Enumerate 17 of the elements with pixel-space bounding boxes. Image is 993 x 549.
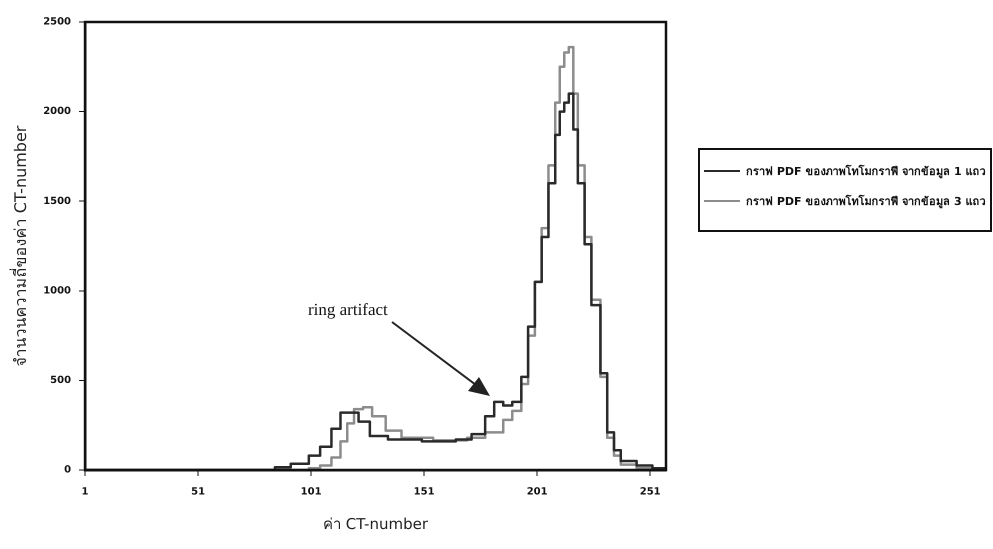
y-tick-label: 1500 — [43, 196, 72, 207]
y-tick-label: 1000 — [43, 285, 72, 296]
x-tick-label: 151 — [414, 486, 435, 498]
annotation: ring artifact — [308, 300, 388, 320]
x-axis-title: ค่า CT-number — [323, 514, 429, 533]
legend-label: กราฟ PDF ของภาพโทโมกราฟี จากข้อมูล 3 แถว — [746, 194, 986, 210]
x-tick-label: 251 — [640, 486, 661, 498]
y-tick-label: 0 — [64, 464, 72, 476]
y-axis-title: จำนวนความถี่ของค่า CT-number — [8, 125, 30, 366]
x-tick-label: 1 — [82, 486, 89, 498]
legend-label: กราฟ PDF ของภาพโทโมกราฟี จากข้อมูล 1 แถว — [746, 164, 986, 180]
y-tick-label: 2000 — [43, 106, 72, 118]
y-tick-label: 500 — [50, 374, 72, 386]
y-tick-label: 2500 — [43, 16, 72, 28]
x-tick-label: 101 — [300, 486, 322, 498]
x-tick-label: 201 — [526, 486, 548, 498]
x-tick-label: 51 — [191, 486, 206, 498]
